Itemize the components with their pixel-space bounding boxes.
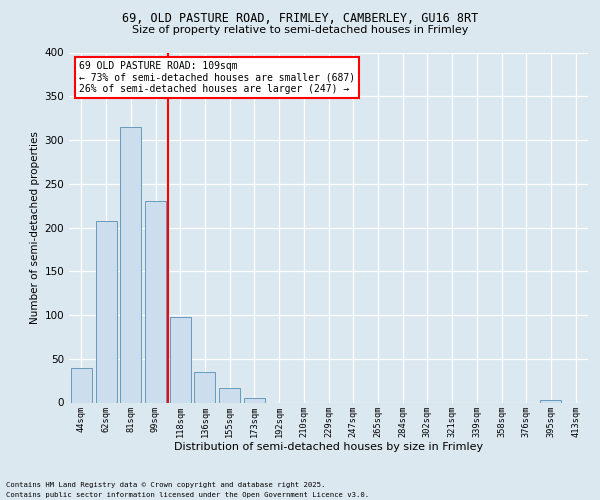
Text: Contains HM Land Registry data © Crown copyright and database right 2025.: Contains HM Land Registry data © Crown c… bbox=[6, 482, 325, 488]
Bar bbox=[244, 398, 265, 402]
Bar bbox=[120, 127, 141, 402]
Y-axis label: Number of semi-detached properties: Number of semi-detached properties bbox=[30, 131, 40, 324]
X-axis label: Distribution of semi-detached houses by size in Frimley: Distribution of semi-detached houses by … bbox=[174, 442, 483, 452]
Text: Contains public sector information licensed under the Open Government Licence v3: Contains public sector information licen… bbox=[6, 492, 369, 498]
Bar bbox=[219, 388, 240, 402]
Bar bbox=[541, 400, 562, 402]
Bar bbox=[194, 372, 215, 402]
Text: 69 OLD PASTURE ROAD: 109sqm
← 73% of semi-detached houses are smaller (687)
26% : 69 OLD PASTURE ROAD: 109sqm ← 73% of sem… bbox=[79, 61, 356, 94]
Bar bbox=[95, 222, 116, 402]
Bar bbox=[71, 368, 92, 402]
Text: Size of property relative to semi-detached houses in Frimley: Size of property relative to semi-detach… bbox=[132, 25, 468, 35]
Bar bbox=[170, 317, 191, 402]
Bar bbox=[145, 201, 166, 402]
Text: 69, OLD PASTURE ROAD, FRIMLEY, CAMBERLEY, GU16 8RT: 69, OLD PASTURE ROAD, FRIMLEY, CAMBERLEY… bbox=[122, 12, 478, 26]
